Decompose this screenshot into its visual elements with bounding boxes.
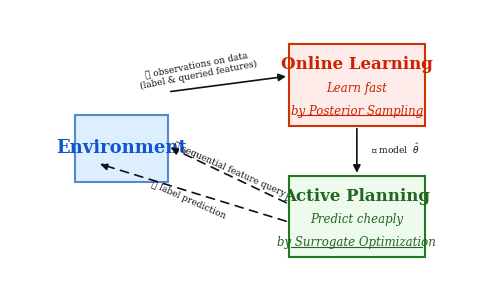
FancyBboxPatch shape (289, 44, 424, 126)
Text: Active Planning: Active Planning (283, 188, 430, 205)
Text: Learn fast: Learn fast (326, 82, 387, 95)
Text: Environment: Environment (56, 139, 187, 158)
Text: ❶ model  $\hat{\theta}$: ❶ model $\hat{\theta}$ (371, 141, 419, 156)
Text: Online Learning: Online Learning (281, 56, 432, 73)
Text: Predict cheaply: Predict cheaply (310, 213, 403, 226)
FancyBboxPatch shape (75, 115, 168, 182)
Text: ❸ label prediction: ❸ label prediction (150, 180, 227, 221)
Text: by Surrogate Optimization: by Surrogate Optimization (277, 236, 436, 249)
Text: by Posterior Sampling: by Posterior Sampling (290, 105, 423, 118)
Text: ❷ sequential feature query: ❷ sequential feature query (172, 141, 287, 199)
Text: ❹ observations on data
(label & queried features): ❹ observations on data (label & queried … (137, 49, 258, 91)
FancyBboxPatch shape (289, 176, 424, 257)
